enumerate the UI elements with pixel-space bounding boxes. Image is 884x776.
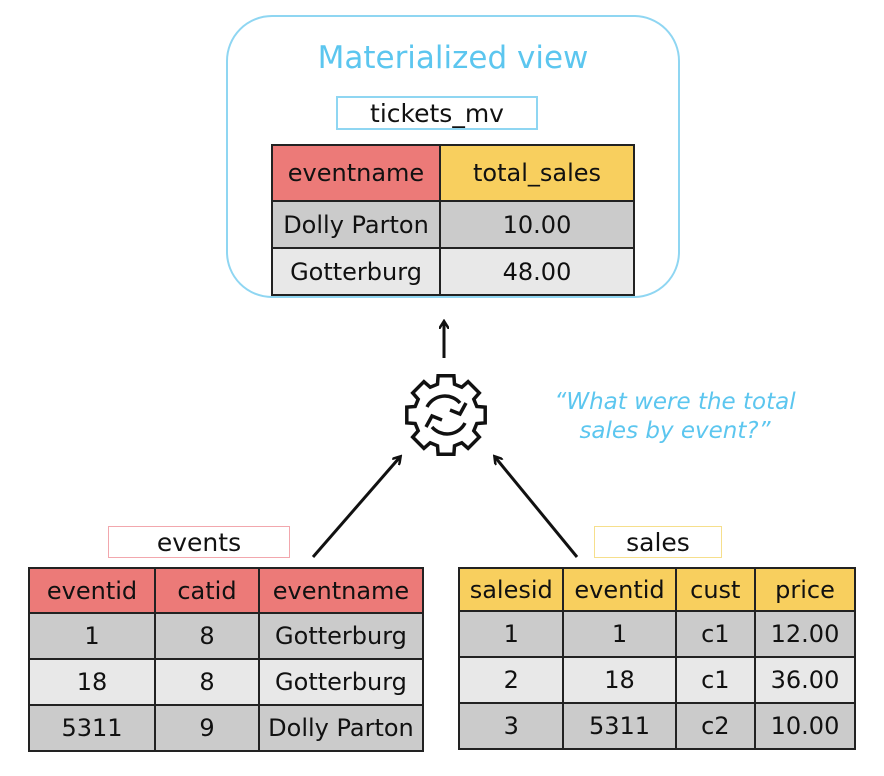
materialized-view-title: Materialized view <box>317 40 589 76</box>
table-cell: 2 <box>457 656 565 704</box>
table-cell: 48.00 <box>439 247 635 296</box>
table-cell: Gotterburg <box>257 658 425 706</box>
events-table: eventid catid eventname 1 8 Gotterburg 18 8 Gott… <box>27 567 425 752</box>
table-cell: 36.00 <box>754 656 856 704</box>
table-cell: 8 <box>154 658 260 706</box>
sales-table: salesid eventid cust price 1 1 c1 12.00 2 18 c1 36.… <box>457 567 856 750</box>
header-row: eventname total_sales <box>271 144 635 202</box>
table-cell: c1 <box>674 656 757 704</box>
table-row: Dolly Parton 10.00 <box>271 200 635 249</box>
table-cell: 12.00 <box>754 610 856 658</box>
column-header: catid <box>154 567 260 614</box>
question-line-1: “What were the total <box>554 389 796 415</box>
arrow-from-events <box>311 457 400 558</box>
sales-label: sales <box>594 526 722 558</box>
events-label: events <box>108 526 290 558</box>
column-header: eventname <box>257 567 425 614</box>
tickets-mv-label: tickets_mv <box>336 96 538 130</box>
table-row: 1 8 Gotterburg <box>27 612 425 660</box>
table-cell: 18 <box>562 656 677 704</box>
column-header: price <box>754 567 856 612</box>
header-row: salesid eventid cust price <box>457 567 856 612</box>
table-cell: 3 <box>457 702 565 750</box>
materialized-view-container <box>226 15 680 298</box>
table-cell: 1 <box>27 612 157 660</box>
column-header: eventid <box>562 567 677 612</box>
table-cell: 18 <box>27 658 157 706</box>
column-header: eventname <box>271 144 441 202</box>
header-row: eventid catid eventname <box>27 567 425 614</box>
table-row: 1 1 c1 12.00 <box>457 610 856 658</box>
table-cell: 8 <box>154 612 260 660</box>
table-row: 18 8 Gotterburg <box>27 658 425 706</box>
column-header: salesid <box>457 567 565 612</box>
table-row: 2 18 c1 36.00 <box>457 656 856 704</box>
table-row: 3 5311 c2 10.00 <box>457 702 856 750</box>
question-line-2: sales by event?” <box>579 418 771 444</box>
column-header: eventid <box>27 567 157 614</box>
column-header: cust <box>674 567 757 612</box>
table-cell: c1 <box>674 610 757 658</box>
table-cell: Gotterburg <box>271 247 441 296</box>
table-row: Gotterburg 48.00 <box>271 247 635 296</box>
table-cell: 9 <box>154 704 260 752</box>
table-cell: Dolly Parton <box>271 200 441 249</box>
arrow-from-sales <box>495 457 579 558</box>
table-cell: 5311 <box>562 702 677 750</box>
table-cell: Dolly Parton <box>257 704 425 752</box>
column-header: total_sales <box>439 144 635 202</box>
table-cell: 5311 <box>27 704 157 752</box>
table-cell: c2 <box>674 702 757 750</box>
table-cell: 10.00 <box>439 200 635 249</box>
tickets-mv-table: eventname total_sales Dolly Parton 10.00 Got… <box>271 144 635 296</box>
table-cell: 1 <box>562 610 677 658</box>
gear-refresh-icon <box>405 374 487 456</box>
table-cell: 1 <box>457 610 565 658</box>
table-cell: 10.00 <box>754 702 856 750</box>
table-cell: Gotterburg <box>257 612 425 660</box>
question-text: “What were the total sales by event?” <box>520 388 830 446</box>
table-row: 5311 9 Dolly Parton <box>27 704 425 752</box>
